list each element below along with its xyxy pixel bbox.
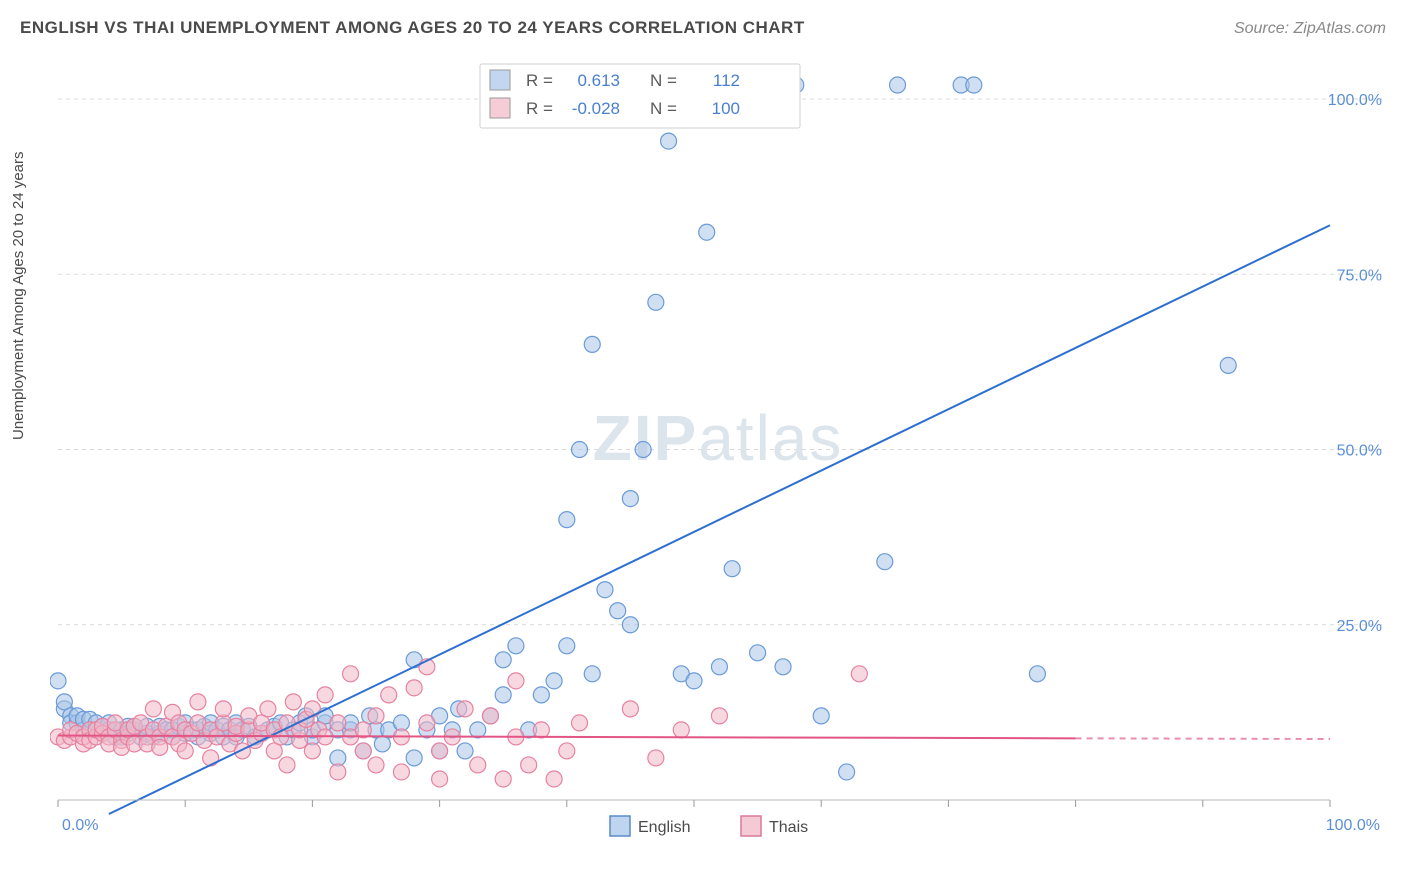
source-label: Source: ZipAtlas.com	[1234, 20, 1386, 38]
plot-svg: ZIPatlas 0.0% 100.0% 25.0% 50.0% 75.0% 100.0% R…	[50, 60, 1386, 840]
svg-text:25.0%: 25.0%	[1337, 618, 1382, 635]
svg-text:0.613: 0.613	[577, 71, 620, 90]
svg-text:Thais: Thais	[769, 819, 808, 836]
svg-text:English: English	[638, 819, 690, 836]
scatter-plot: ZIPatlas 0.0% 100.0% 25.0% 50.0% 75.0% 100.0% R…	[50, 60, 1386, 840]
svg-text:100: 100	[712, 99, 740, 118]
svg-text:N =: N =	[650, 99, 677, 118]
svg-text:0.0%: 0.0%	[62, 817, 98, 834]
svg-text:R =: R =	[526, 71, 553, 90]
svg-text:ZIPatlas: ZIPatlas	[593, 402, 844, 474]
svg-text:N =: N =	[650, 71, 677, 90]
chart-title: ENGLISH VS THAI UNEMPLOYMENT AMONG AGES …	[20, 18, 805, 38]
y-axis-label: Unemployment Among Ages 20 to 24 years	[10, 151, 27, 440]
title-bar: ENGLISH VS THAI UNEMPLOYMENT AMONG AGES …	[20, 18, 1386, 38]
svg-text:50.0%: 50.0%	[1337, 443, 1382, 460]
svg-text:100.0%: 100.0%	[1328, 92, 1382, 109]
svg-text:112: 112	[713, 71, 740, 90]
svg-text:R =: R =	[526, 99, 553, 118]
svg-text:75.0%: 75.0%	[1337, 267, 1382, 284]
svg-text:-0.028: -0.028	[572, 99, 620, 118]
svg-text:100.0%: 100.0%	[1326, 817, 1380, 834]
